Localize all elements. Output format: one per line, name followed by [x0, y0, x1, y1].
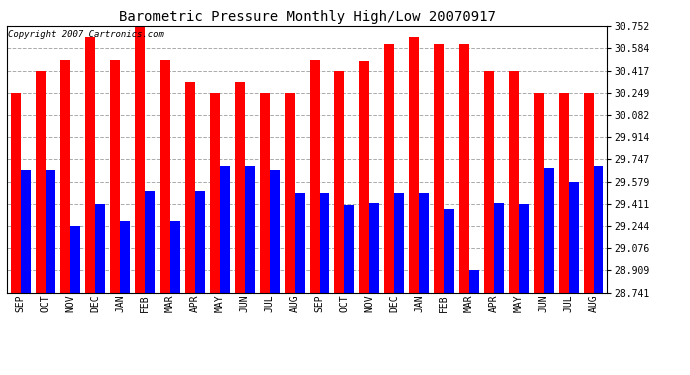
Bar: [210, 93, 220, 292]
Bar: [270, 170, 279, 292]
Bar: [310, 60, 319, 292]
Bar: [384, 44, 394, 292]
Bar: [469, 270, 479, 292]
Bar: [10, 93, 21, 292]
Bar: [444, 209, 454, 292]
Bar: [559, 93, 569, 292]
Bar: [195, 190, 205, 292]
Bar: [95, 204, 106, 292]
Bar: [319, 194, 329, 292]
Bar: [593, 165, 604, 292]
Bar: [419, 194, 429, 292]
Bar: [245, 165, 255, 292]
Bar: [220, 165, 230, 292]
Bar: [21, 170, 30, 292]
Bar: [170, 221, 180, 292]
Bar: [259, 93, 270, 292]
Bar: [285, 93, 295, 292]
Bar: [584, 93, 593, 292]
Bar: [344, 205, 355, 292]
Bar: [70, 226, 80, 292]
Bar: [86, 38, 95, 292]
Bar: [519, 204, 529, 292]
Bar: [534, 93, 544, 292]
Bar: [359, 61, 369, 292]
Bar: [394, 194, 404, 292]
Text: Copyright 2007 Cartronics.com: Copyright 2007 Cartronics.com: [8, 30, 164, 39]
Bar: [185, 82, 195, 292]
Bar: [544, 168, 553, 292]
Bar: [335, 70, 344, 292]
Bar: [509, 70, 519, 292]
Bar: [145, 190, 155, 292]
Bar: [120, 221, 130, 292]
Bar: [235, 82, 245, 292]
Bar: [569, 182, 578, 292]
Bar: [484, 70, 494, 292]
Bar: [160, 60, 170, 292]
Bar: [36, 70, 46, 292]
Bar: [46, 170, 55, 292]
Bar: [434, 44, 444, 292]
Bar: [409, 38, 419, 292]
Bar: [110, 60, 120, 292]
Bar: [369, 202, 380, 292]
Bar: [295, 194, 304, 292]
Bar: [135, 27, 145, 292]
Bar: [494, 202, 504, 292]
Bar: [459, 44, 469, 292]
Bar: [61, 60, 70, 292]
Title: Barometric Pressure Monthly High/Low 20070917: Barometric Pressure Monthly High/Low 200…: [119, 10, 495, 24]
